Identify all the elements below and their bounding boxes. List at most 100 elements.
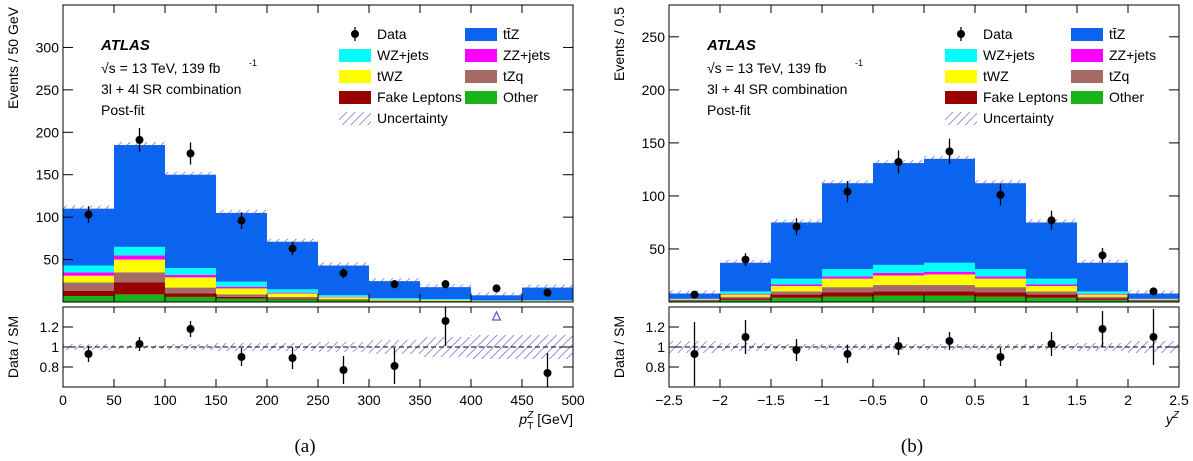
ratio-point (792, 346, 801, 354)
bar-fake (216, 296, 267, 299)
y-tick-label: 250 (642, 29, 666, 45)
ratio-point (690, 350, 699, 358)
legend-swatch-WZjets (339, 49, 371, 62)
bar-fake (720, 298, 771, 300)
data-point (543, 288, 552, 297)
ratio-point (1149, 333, 1158, 341)
bar-tWZ (1128, 299, 1179, 300)
bar-tZq (771, 291, 822, 295)
bar-tZq (63, 282, 114, 291)
bar-ttZ (1026, 222, 1077, 279)
bar-ZZjets (267, 292, 318, 294)
bar-fake (873, 291, 924, 296)
bar-tZq (114, 272, 165, 283)
data-point (996, 190, 1005, 199)
ratio-point (288, 354, 297, 362)
ratio-point (186, 325, 195, 333)
bar-WZjets (63, 265, 114, 273)
y-tick-label: 300 (36, 39, 60, 55)
bar-tZq (975, 287, 1026, 293)
legend-label-tZq: tZq (503, 68, 523, 84)
legend-label-uncertainty: Uncertainty (983, 110, 1054, 126)
legend-swatch-ttZ (1071, 28, 1103, 41)
bar-tWZ (318, 297, 369, 300)
bar-ttZ (369, 281, 420, 299)
data-point (945, 147, 954, 156)
atlas-label: ATLAS (706, 37, 756, 54)
y-tick-label: 50 (649, 241, 665, 257)
bar-WZjets (924, 262, 975, 272)
ratio-point (996, 353, 1005, 361)
legend-uncertainty-swatch (339, 112, 371, 125)
bar-WZjets (975, 269, 1026, 277)
bar-tWZ (522, 300, 573, 302)
bar-tWZ (267, 293, 318, 297)
x-tick-label: −0.5 (859, 392, 887, 408)
y-tick-label: 200 (36, 124, 60, 140)
uncertainty-band (165, 171, 216, 178)
bar-tWZ (669, 299, 720, 300)
bar-WZjets (822, 269, 873, 277)
ratio-y-tick-label: 1.2 (40, 319, 60, 335)
data-point (135, 135, 144, 144)
data-point (492, 284, 501, 293)
x-tick-label: −1 (814, 392, 830, 408)
bar-other (975, 296, 1026, 302)
bar-WZjets (771, 278, 822, 285)
bar-other (873, 295, 924, 302)
ratio-y-axis-label: Data / SM (611, 316, 627, 378)
bar-ZZjets (1026, 284, 1077, 287)
x-tick-label: 200 (255, 392, 279, 408)
legend-label-fake: Fake Leptons (377, 89, 462, 105)
ratio-point (843, 350, 852, 358)
legend-label-ttZ: tt̄Z (503, 26, 520, 42)
selection-label: 3l + 4l SR combination (101, 81, 241, 97)
x-tick-label: 2 (1124, 392, 1132, 408)
data-point (339, 269, 348, 278)
bar-WZjets (318, 295, 369, 297)
bar-tWZ (771, 286, 822, 292)
legend-label-tZq: tZq (1109, 68, 1129, 84)
bar-fake (165, 293, 216, 297)
uncertainty-band (318, 262, 369, 269)
x-tick-label: 450 (510, 392, 534, 408)
legend-label-other: Other (1109, 89, 1144, 105)
data-point (441, 280, 450, 289)
bar-fake (63, 290, 114, 297)
data-point (237, 216, 246, 225)
legend-swatch-tZq (1071, 70, 1103, 83)
bar-other (924, 295, 975, 302)
ratio-y-axis-label: Data / SM (5, 316, 21, 378)
bar-tZq (318, 299, 369, 300)
ratio-point (1047, 340, 1056, 348)
ratio-y-tick-label: 1.2 (646, 319, 666, 335)
bar-tWZ (873, 275, 924, 286)
bar-tZq (873, 285, 924, 292)
bar-tZq (720, 296, 771, 299)
panel-b-caption: (b) (901, 436, 923, 457)
y-tick-label: 100 (36, 209, 60, 225)
bar-WZjets (267, 289, 318, 293)
bar-other (1128, 300, 1179, 302)
bar-WZjets (369, 298, 420, 300)
postfit-label: Post-fit (707, 102, 751, 118)
x-tick-label: 350 (408, 392, 432, 408)
bar-tWZ (720, 294, 771, 297)
legend-swatch-ZZjets (465, 49, 497, 62)
bar-ZZjets (165, 274, 216, 278)
legend-label-fake: Fake Leptons (983, 89, 1068, 105)
bar-other (669, 300, 720, 302)
legend-label-ZZjets: ZZ+jets (1109, 47, 1156, 63)
panel-a-caption: (a) (294, 436, 315, 457)
bar-WZjets (216, 281, 267, 287)
y-tick-label: 150 (36, 167, 60, 183)
bar-other (771, 297, 822, 302)
bar-other (165, 296, 216, 302)
legend-swatch-ttZ (465, 28, 497, 41)
ratio-point (135, 340, 144, 348)
bar-tWZ (63, 275, 114, 283)
bar-tWZ (975, 278, 1026, 288)
bar-tZq (216, 294, 267, 297)
data-point (792, 222, 801, 231)
